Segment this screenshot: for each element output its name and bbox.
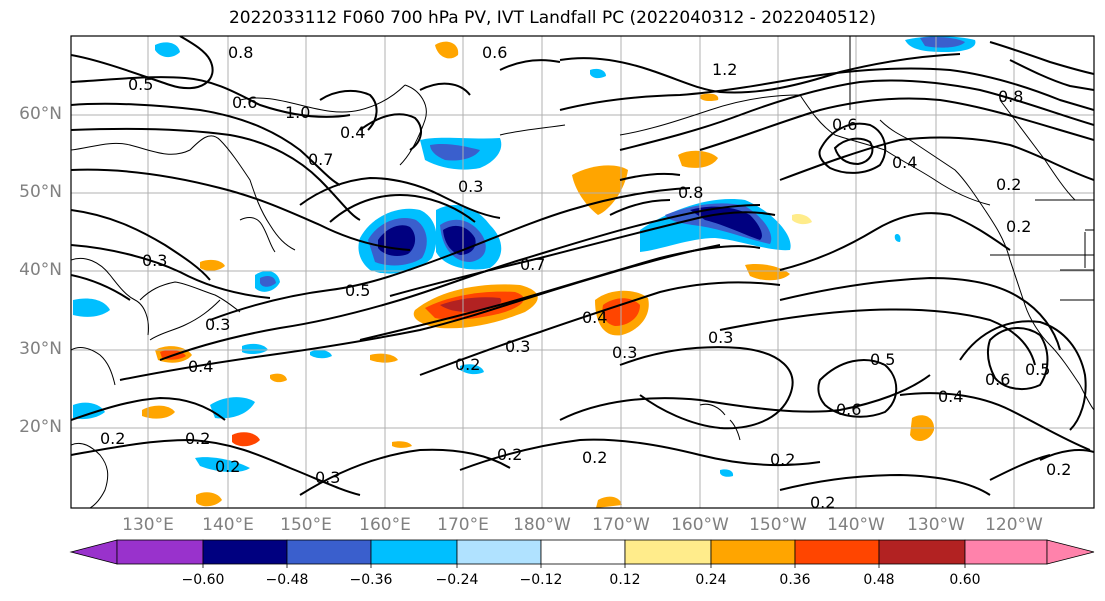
contour-label: 0.4 [582, 308, 607, 327]
map-title: 2022033112 F060 700 hPa PV, IVT Landfall… [228, 8, 876, 28]
contour-label: 0.7 [520, 255, 545, 274]
colorbar [69, 539, 1095, 568]
lon-label: 150°E [280, 515, 332, 535]
colorbar-extend-high [1046, 539, 1095, 565]
lon-label: 170°E [437, 515, 489, 535]
contour-label: 0.4 [340, 123, 365, 142]
colorbar-tick-label: −0.12 [519, 572, 563, 588]
colorbar-swatch [116, 539, 204, 565]
colorbar-swatch [710, 539, 796, 565]
colorbar-swatch [370, 539, 458, 565]
contour-label: 0.3 [708, 328, 733, 347]
lon-label: 180°W [513, 515, 571, 535]
colorbar-swatch [456, 539, 542, 565]
contour-label: 0.3 [142, 251, 167, 270]
contour-label: 0.2 [455, 355, 480, 374]
contour-label: 0.2 [810, 493, 835, 512]
contour-label: 0.5 [1025, 360, 1050, 379]
colorbar-tick-label: −0.36 [349, 572, 393, 588]
lon-label: 160°E [359, 515, 411, 535]
contour-label: 1.0 [285, 103, 310, 122]
colorbar-swatch [878, 539, 966, 565]
pv-contours [71, 36, 1094, 496]
contour-label: 0.3 [505, 337, 530, 356]
lon-label: 170°W [592, 515, 650, 535]
contour-label: 0.8 [228, 43, 253, 62]
contour-label: 1.2 [712, 60, 737, 79]
positive-anomaly-shading [142, 41, 935, 508]
colorbar-swatch [624, 539, 712, 565]
contour-label: 0.2 [770, 450, 795, 469]
contour-label: 0.6 [832, 115, 857, 134]
contour-label: 0.2 [215, 457, 240, 476]
contour-label: 0.8 [998, 87, 1023, 106]
contour-label: 0.2 [1006, 217, 1031, 236]
contour-label: 0.3 [315, 468, 340, 487]
colorbar-tick-label: 0.36 [779, 572, 811, 588]
lon-label: 130°E [122, 515, 174, 535]
contour-label: 0.4 [892, 153, 917, 172]
contour-label: 0.2 [185, 429, 210, 448]
colorbar-swatch [540, 539, 626, 565]
colorbar-tick-label: 0.12 [609, 572, 641, 588]
contour-label: 0.5 [870, 350, 895, 369]
colorbar-tick-label: −0.60 [181, 572, 225, 588]
contour-label: 0.4 [938, 387, 963, 406]
lat-label: 20°N [19, 417, 62, 437]
contour-label: 0.6 [232, 93, 257, 112]
contour-label: 0.2 [996, 175, 1021, 194]
colorbar-tick-label: −0.24 [435, 572, 479, 588]
contour-label: 0.7 [308, 150, 333, 169]
lon-label: 140°E [202, 515, 254, 535]
contour-label: 0.5 [128, 75, 153, 94]
map-frame [70, 35, 1095, 509]
graticule [71, 36, 1094, 508]
contour-label: 0.6 [836, 400, 861, 419]
contour-label: 0.3 [458, 177, 483, 196]
lon-label: 150°W [749, 515, 807, 535]
colorbar-tick-label: 0.24 [695, 572, 727, 588]
colorbar-swatch [286, 539, 372, 565]
colorbar-tick-label: 0.48 [863, 572, 895, 588]
contour-label: 0.6 [482, 43, 507, 62]
contour-label: 0.2 [582, 448, 607, 467]
lat-label: 50°N [19, 182, 62, 202]
contour-label: 0.6 [985, 370, 1010, 389]
contour-label: 0.3 [205, 315, 230, 334]
colorbar-swatch [794, 539, 880, 565]
colorbar-tick-label: 0.60 [949, 572, 981, 588]
contour-label: 0.2 [1046, 460, 1071, 479]
contour-label: 0.2 [100, 429, 125, 448]
contour-label: 0.8 [678, 183, 703, 202]
contour-label: 0.2 [497, 445, 522, 464]
contour-label: 0.5 [345, 281, 370, 300]
lon-label: 160°W [671, 515, 729, 535]
colorbar-swatch [202, 539, 288, 565]
colorbar-swatch [964, 539, 1048, 565]
lat-label: 40°N [19, 260, 62, 280]
lon-label: 140°W [827, 515, 885, 535]
lon-label: 130°W [907, 515, 965, 535]
colorbar-extend-low [69, 539, 118, 565]
contour-labels: 0.6 1.2 1.0 0.8 0.5 0.7 0.3 0.8 0.6 0.4 … [100, 43, 1071, 512]
contour-label: 0.4 [188, 357, 213, 376]
colorbar-tick-label: −0.48 [265, 572, 309, 588]
contour-label: 0.3 [612, 343, 637, 362]
lat-label: 30°N [19, 339, 62, 359]
lon-label: 120°W [985, 515, 1043, 535]
coastlines [71, 36, 1094, 508]
lat-label: 60°N [19, 104, 62, 124]
